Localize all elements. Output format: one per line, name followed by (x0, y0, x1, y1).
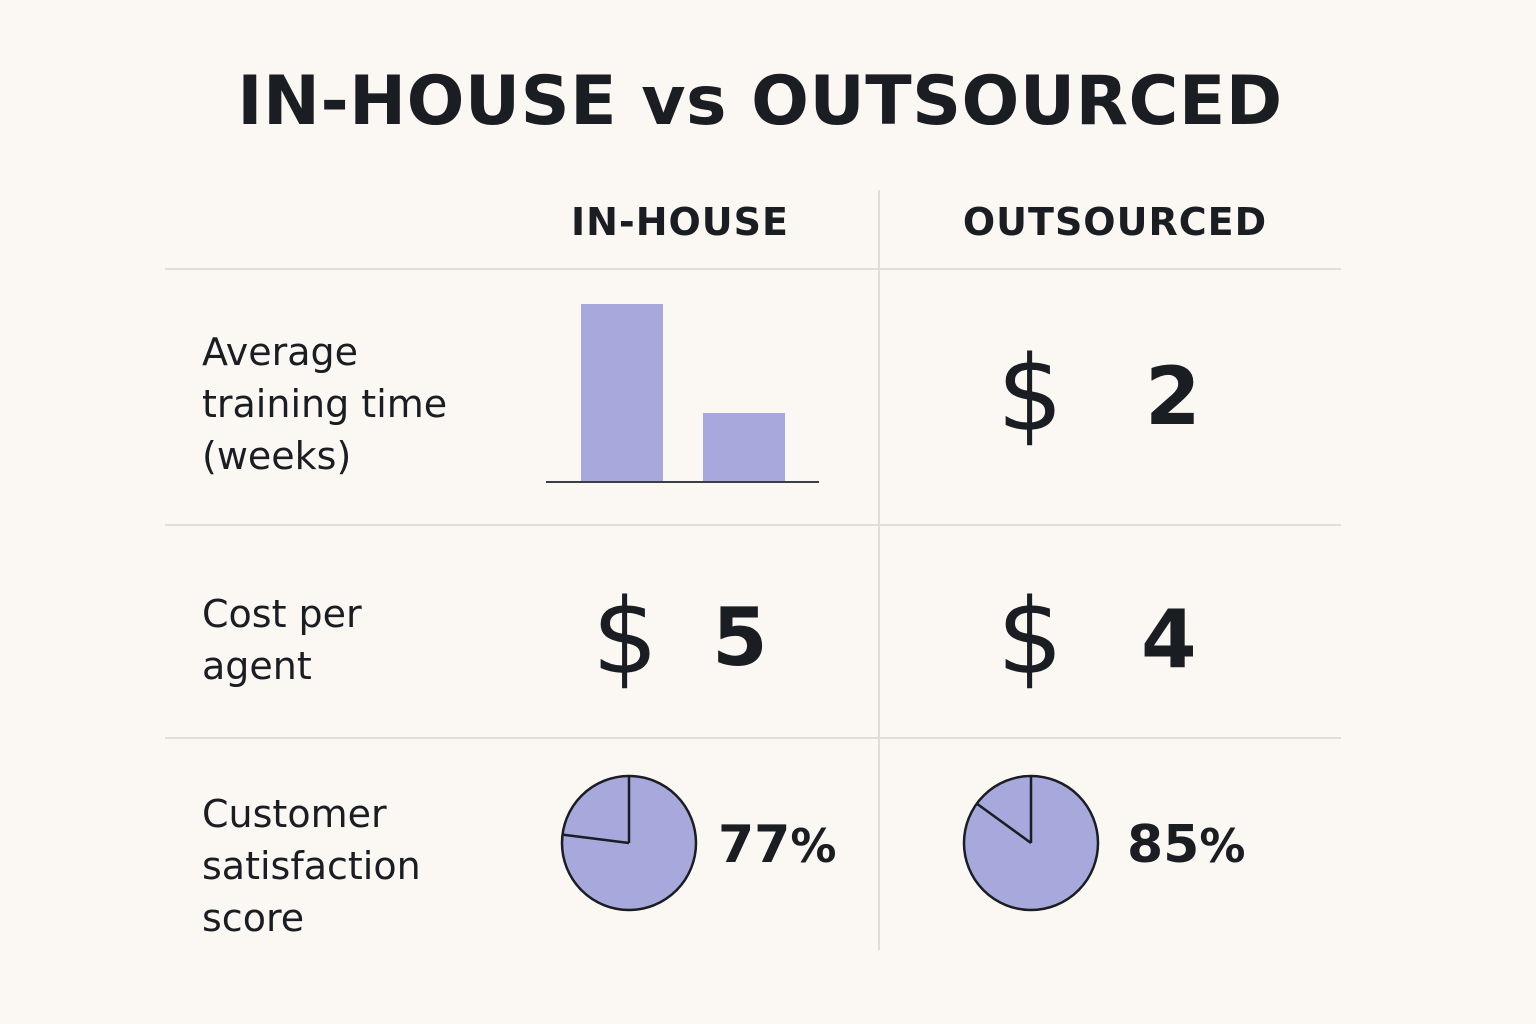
value-cost-outsourced: 4 (1141, 593, 1197, 686)
satisfaction-value-in-house: 77 (718, 815, 791, 875)
satisfaction-label-outsourced: 85% (1127, 815, 1245, 875)
label-line: Cost per (202, 592, 362, 636)
label-line: training time (202, 382, 448, 426)
page-title: IN-HOUSE vs OUTSOURCED (237, 62, 1283, 141)
row-label-cost-per-agent: Cost per agent (202, 588, 362, 692)
satisfaction-label-in-house: 77% (718, 815, 836, 875)
satisfaction-pie-in-house (560, 774, 698, 912)
label-line: satisfaction (202, 844, 421, 888)
label-line: agent (202, 644, 312, 688)
label-line: Average (202, 330, 359, 374)
label-line: score (202, 896, 305, 940)
row-divider-2 (165, 737, 1341, 739)
bar-training-in-house (581, 304, 663, 482)
header-divider (165, 268, 1341, 270)
pie-value-line-in-house (562, 833, 630, 845)
value-training-outsourced: 2 (1145, 350, 1201, 443)
dollar-sign-cost-in-house: $ (592, 576, 659, 698)
satisfaction-value-outsourced: 85 (1127, 815, 1200, 875)
row-label-customer-satisfaction: Customer satisfaction score (202, 788, 421, 944)
dollar-sign-cost-outsourced: $ (997, 576, 1064, 698)
column-header-in-house: IN-HOUSE (570, 200, 789, 244)
column-header-outsourced: OUTSOURCED (962, 200, 1268, 244)
row-divider-1 (165, 524, 1341, 526)
value-cost-in-house: 5 (712, 591, 768, 684)
percent-sign: % (1199, 819, 1246, 873)
row-label-training-time: Average training time (weeks) (202, 326, 447, 482)
dollar-sign-training-outsourced: $ (997, 333, 1064, 455)
training-time-bar-chart (546, 304, 819, 483)
percent-sign: % (790, 819, 837, 873)
label-line: Customer (202, 792, 387, 836)
column-divider (878, 190, 880, 950)
satisfaction-pie-outsourced (962, 774, 1100, 912)
label-line: (weeks) (202, 434, 352, 478)
pie-value-line-outsourced (976, 802, 1032, 845)
bar-training-outsourced (703, 413, 785, 482)
